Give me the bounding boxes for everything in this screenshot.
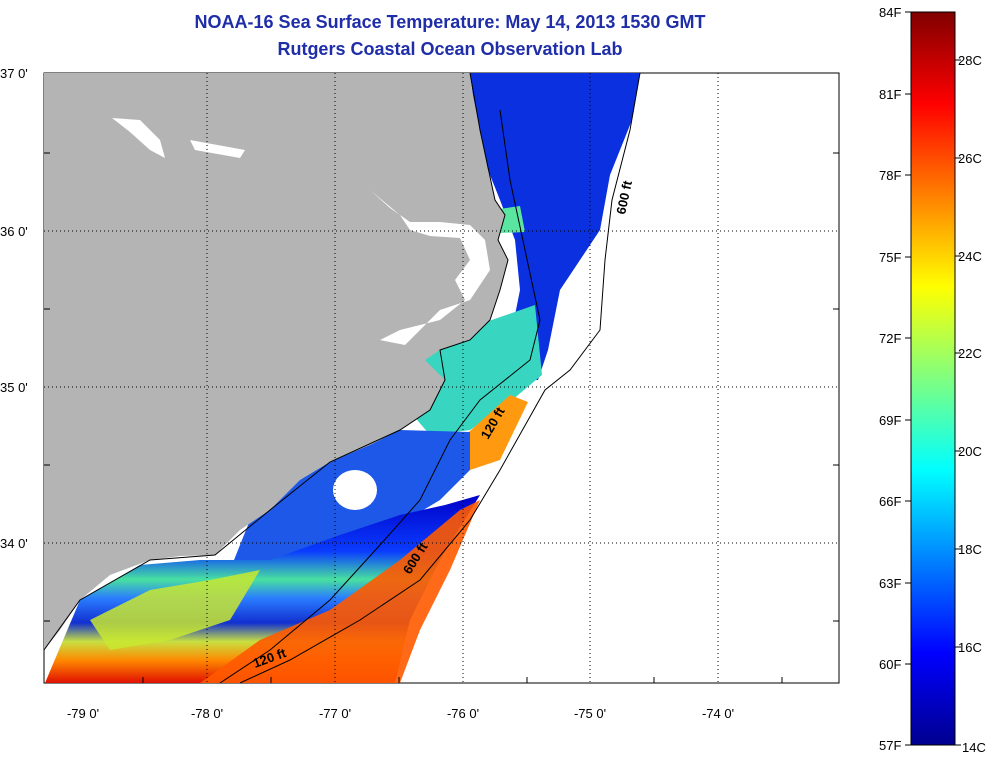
contour-label-600ft-north: 600 ft (613, 179, 635, 216)
cb-f-63: 63F (879, 576, 901, 591)
graticule (44, 73, 839, 683)
frame-ticks (44, 152, 839, 683)
cb-c-14: 14C (962, 740, 986, 755)
cb-c-26: 26C (958, 151, 982, 166)
cb-c-22: 22C (958, 346, 982, 361)
sst-nearshore-cool (90, 570, 260, 650)
lat-label-37: 37 0' (0, 66, 28, 81)
cb-f-81: 81F (879, 87, 901, 102)
contour-120ft (219, 109, 541, 683)
lat-label-35: 35 0' (0, 380, 28, 395)
lon-label-77: -77 0' (319, 706, 351, 721)
cb-f-72: 72F (879, 331, 901, 346)
lon-label-78: -78 0' (191, 706, 223, 721)
cb-f-57: 57F (879, 738, 901, 753)
cb-f-78: 78F (879, 168, 901, 183)
chart-title: NOAA-16 Sea Surface Temperature: May 14,… (194, 12, 706, 32)
sst-gulfstream-edge (460, 395, 528, 470)
river-north-2 (190, 140, 245, 158)
river-north (112, 118, 165, 158)
sst-onslow-warm (200, 500, 480, 683)
lon-label-75: -75 0' (574, 706, 606, 721)
cb-f-69: 69F (879, 413, 901, 428)
cb-c-18: 18C (958, 542, 982, 557)
cb-c-28: 28C (958, 53, 982, 68)
cb-f-66: 66F (879, 494, 901, 509)
lon-label-74: -74 0' (702, 706, 734, 721)
land-mass (44, 73, 508, 650)
cb-c-24: 24C (958, 249, 982, 264)
contour-coastline (44, 73, 509, 651)
cb-c-20: 20C (958, 444, 982, 459)
lat-label-36: 36 0' (0, 224, 28, 239)
cb-f-75: 75F (879, 250, 901, 265)
cb-f-60: 60F (879, 657, 901, 672)
cb-c-16: 16C (958, 640, 982, 655)
contour-600ft-north (239, 73, 641, 683)
pamlico-sound (370, 190, 490, 345)
lon-label-79: -79 0' (67, 706, 99, 721)
sst-offshore-north (470, 73, 640, 380)
lon-label-76: -76 0' (447, 706, 479, 721)
cloud-gap (333, 470, 377, 510)
cb-f-84: 84F (879, 5, 901, 20)
colorbar-ticks (905, 11, 961, 746)
chart-subtitle: Rutgers Coastal Ocean Observation Lab (277, 39, 623, 59)
lat-label-34: 34 0' (0, 536, 28, 551)
colorbar (910, 11, 956, 746)
